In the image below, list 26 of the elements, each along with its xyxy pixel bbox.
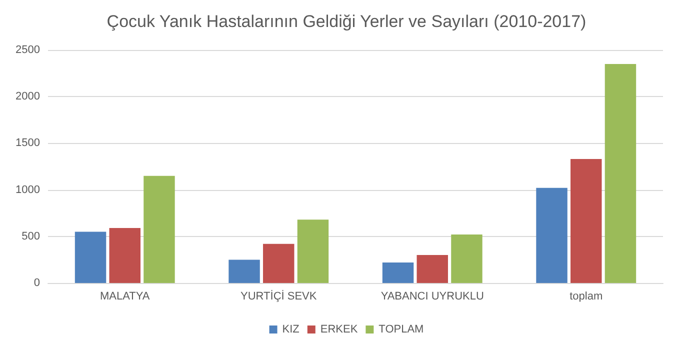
bar (536, 188, 568, 283)
bar (604, 64, 636, 283)
y-tick-label: 2500 (16, 44, 40, 56)
x-tick-label: YURTİÇİ SEVK (240, 290, 318, 302)
y-tick-label: 1000 (16, 184, 40, 196)
x-tick-label: MALATYA (100, 290, 150, 302)
x-tick-label: toplam (570, 290, 603, 302)
chart-title: Çocuk Yanık Hastalarının Geldiği Yerler ve Sayıları (2010-2017) (106, 12, 586, 31)
y-tick-label: 0 (34, 277, 40, 289)
bar (382, 262, 414, 283)
bar (297, 220, 329, 283)
bar (416, 255, 448, 283)
bar (228, 260, 260, 283)
bar (570, 159, 602, 283)
y-tick-label: 500 (22, 230, 40, 242)
bar (74, 232, 106, 283)
legend-label: KIZ (282, 324, 300, 336)
y-tick-label: 2000 (16, 90, 40, 103)
bar (109, 228, 140, 283)
bar (144, 176, 175, 283)
x-tick-label: YABANCI UYRUKLU (380, 290, 484, 302)
legend-label: ERKEK (320, 324, 358, 336)
y-tick-label: 1500 (16, 137, 40, 150)
bar (451, 234, 482, 283)
bar (263, 244, 294, 283)
legend-label: TOPLAM (378, 324, 424, 336)
